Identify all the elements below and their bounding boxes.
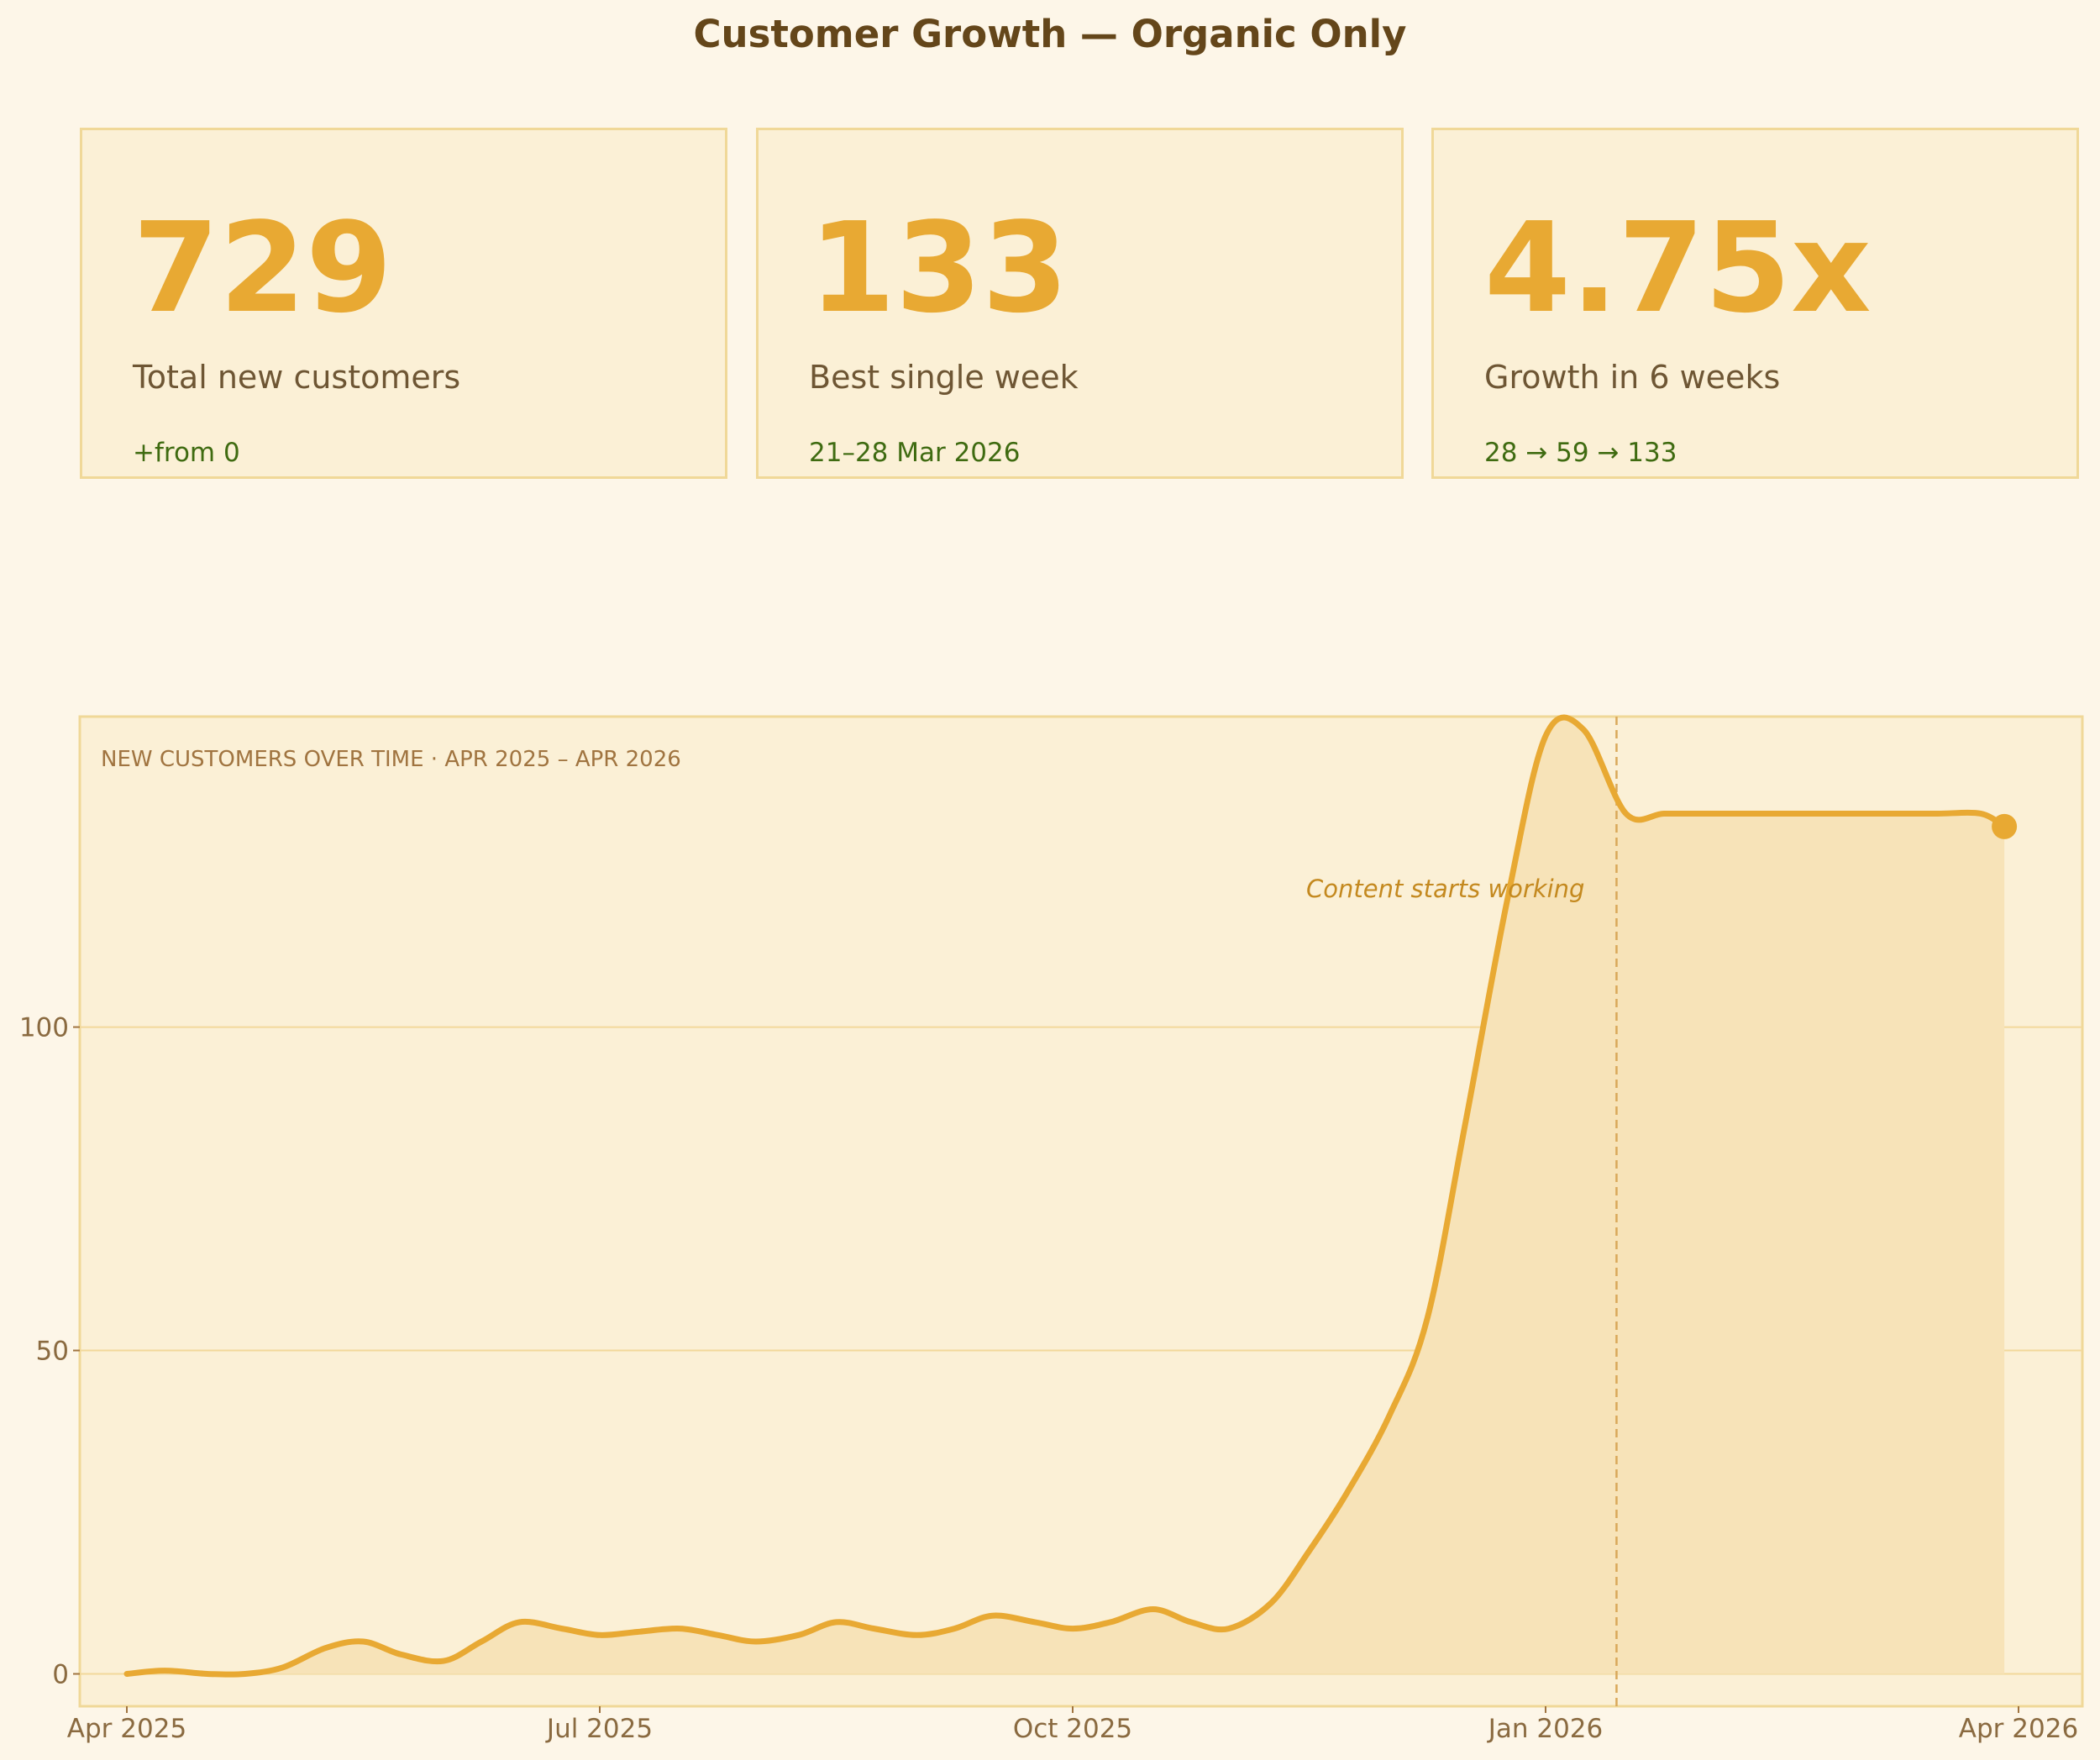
kpi-value: 4.75x [1484, 196, 1872, 340]
kpi-value: 133 [809, 196, 1068, 340]
y-tick-label: 0 [52, 1660, 69, 1690]
x-tick-label: Jan 2026 [1487, 1714, 1604, 1744]
x-tick-label: Oct 2025 [1013, 1714, 1132, 1744]
y-tick-label: 50 [36, 1337, 69, 1367]
y-tick-label: 100 [19, 1013, 69, 1043]
kpi-card-best-week: 133 Best single week 21–28 Mar 2026 [756, 128, 1404, 479]
page-title: Customer Growth — Organic Only [693, 12, 1407, 56]
kpi-card-total: 729 Total new customers +from 0 [80, 128, 727, 479]
kpi-sub: +from 0 [133, 438, 240, 468]
kpi-label: Growth in 6 weeks [1484, 359, 1781, 396]
annotation-text: Content starts working [1306, 875, 1584, 903]
x-tick-label: Apr 2025 [67, 1714, 186, 1744]
axis-ticks: Apr 2025 Jul 2025 Oct 2025 Jan 2026 Apr 2026… [19, 1013, 2078, 1744]
kpi-sub: 28 → 59 → 133 [1484, 438, 1677, 468]
chart-heading: NEW CUSTOMERS OVER TIME · APR 2025 – APR… [101, 747, 681, 772]
kpi-card-growth: 4.75x Growth in 6 weeks 28 → 59 → 133 [1431, 128, 2079, 479]
x-tick-label: Jul 2025 [545, 1714, 653, 1744]
x-tick-label: Apr 2026 [1959, 1714, 2078, 1744]
kpi-sub: 21–28 Mar 2026 [809, 438, 1021, 468]
series-line [123, 714, 2008, 1678]
kpi-label: Best single week [809, 359, 1079, 396]
series-end-marker [1992, 813, 2018, 839]
series-area-fill [127, 717, 2005, 1675]
kpi-label: Total new customers [133, 359, 461, 396]
kpi-value: 729 [133, 196, 392, 340]
